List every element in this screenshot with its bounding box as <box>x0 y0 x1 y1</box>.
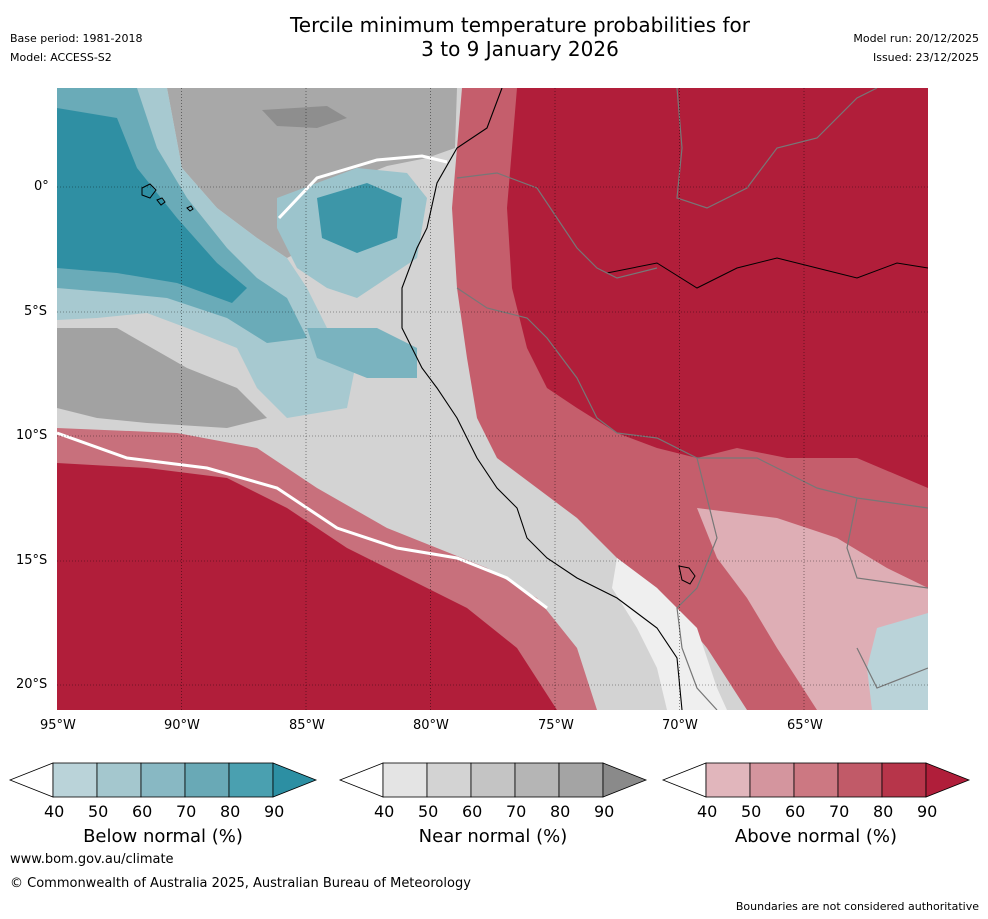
near-tick-40: 40 <box>374 802 395 821</box>
lon-label-80w: 80°W <box>413 718 449 733</box>
below-tick-80: 80 <box>220 802 241 821</box>
lat-label-15s: 15°S <box>16 553 48 568</box>
near-normal-high-region <box>167 88 457 258</box>
model-run-text: Model run: 20/12/2025 <box>853 32 979 45</box>
lat-label-0: 0° <box>34 179 49 194</box>
website-link[interactable]: www.bom.gov.au/climate <box>10 852 174 867</box>
lake-titicaca <box>678 565 696 585</box>
lon-label-70w: 70°W <box>662 718 698 733</box>
below-normal-central-core <box>317 183 402 253</box>
lon-label-95w: 95°W <box>40 718 76 733</box>
near-tick-80: 80 <box>550 802 571 821</box>
near-normal-peak-region <box>262 106 347 128</box>
below-swatch-5 <box>228 762 274 798</box>
title-line-2: 3 to 9 January 2026 <box>421 37 619 61</box>
below-swatch-0 <box>8 762 54 798</box>
amazon-river <box>606 257 928 289</box>
near-swatch-3 <box>470 762 516 798</box>
above-swatch-3 <box>793 762 839 798</box>
lon-label-85w: 85°W <box>289 718 325 733</box>
above-tick-50: 50 <box>741 802 762 821</box>
above-swatch-2 <box>749 762 795 798</box>
below-normal-west-high-region <box>57 108 247 303</box>
lat-label-10s: 10°S <box>16 428 48 443</box>
above-swatch-1 <box>705 762 751 798</box>
lat-label-20s: 20°S <box>16 677 48 692</box>
below-normal-label: Below normal (%) <box>83 826 243 847</box>
above-swatch-0 <box>661 762 707 798</box>
coastline <box>401 88 683 710</box>
below-swatch-4 <box>184 762 230 798</box>
above-swatch-6 <box>925 762 971 798</box>
issued-text: Issued: 23/12/2025 <box>872 51 979 64</box>
copyright-text: © Commonwealth of Australia 2025, Austra… <box>10 876 471 891</box>
above-tick-60: 60 <box>785 802 806 821</box>
above-tick-70: 70 <box>829 802 850 821</box>
contour-line-south <box>57 431 548 610</box>
above-normal-colorbar <box>661 762 971 798</box>
below-tick-40: 40 <box>44 802 65 821</box>
near-swatch-1 <box>382 762 428 798</box>
disclaimer-text: Boundaries are not considered authoritat… <box>735 900 979 913</box>
near-swatch-2 <box>426 762 472 798</box>
near-normal-southwest-region <box>57 328 267 428</box>
near-tick-60: 60 <box>462 802 483 821</box>
below-swatch-3 <box>140 762 186 798</box>
below-tick-70: 70 <box>176 802 197 821</box>
below-tick-50: 50 <box>88 802 109 821</box>
above-normal-east-core <box>507 88 928 488</box>
near-swatch-6 <box>602 762 648 798</box>
below-tick-90: 90 <box>264 802 285 821</box>
near-swatch-5 <box>558 762 604 798</box>
probability-map <box>57 88 928 710</box>
title-line-1: Tercile minimum temperature probabilitie… <box>289 13 751 37</box>
near-normal-andes-region <box>612 558 727 710</box>
below-tick-60: 60 <box>132 802 153 821</box>
above-swatch-4 <box>837 762 883 798</box>
near-tick-70: 70 <box>506 802 527 821</box>
below-swatch-2 <box>96 762 142 798</box>
near-normal-colorbar <box>338 762 648 798</box>
above-tick-40: 40 <box>697 802 718 821</box>
lon-label-90w: 90°W <box>164 718 200 733</box>
near-normal-label: Near normal (%) <box>418 826 568 847</box>
map-title: Tercile minimum temperature probabilitie… <box>0 13 988 61</box>
below-swatch-6 <box>272 762 318 798</box>
lat-label-5s: 5°S <box>24 304 48 319</box>
near-swatch-0 <box>338 762 384 798</box>
model-text: Model: ACCESS-S2 <box>10 51 112 64</box>
near-tick-90: 90 <box>594 802 615 821</box>
above-tick-90: 90 <box>917 802 938 821</box>
near-swatch-4 <box>514 762 560 798</box>
galapagos-islands <box>141 183 194 212</box>
near-tick-50: 50 <box>418 802 439 821</box>
below-normal-coastal-region <box>307 328 417 378</box>
below-swatch-1 <box>52 762 98 798</box>
country-borders <box>456 88 928 710</box>
above-swatch-5 <box>881 762 927 798</box>
lon-label-65w: 65°W <box>787 718 823 733</box>
above-tick-80: 80 <box>873 802 894 821</box>
gridlines <box>57 88 928 710</box>
above-normal-southwest-core <box>57 463 557 710</box>
above-normal-label: Above normal (%) <box>734 826 898 847</box>
base-period-text: Base period: 1981-2018 <box>10 32 143 45</box>
lon-label-75w: 75°W <box>538 718 574 733</box>
below-normal-colorbar <box>8 762 318 798</box>
